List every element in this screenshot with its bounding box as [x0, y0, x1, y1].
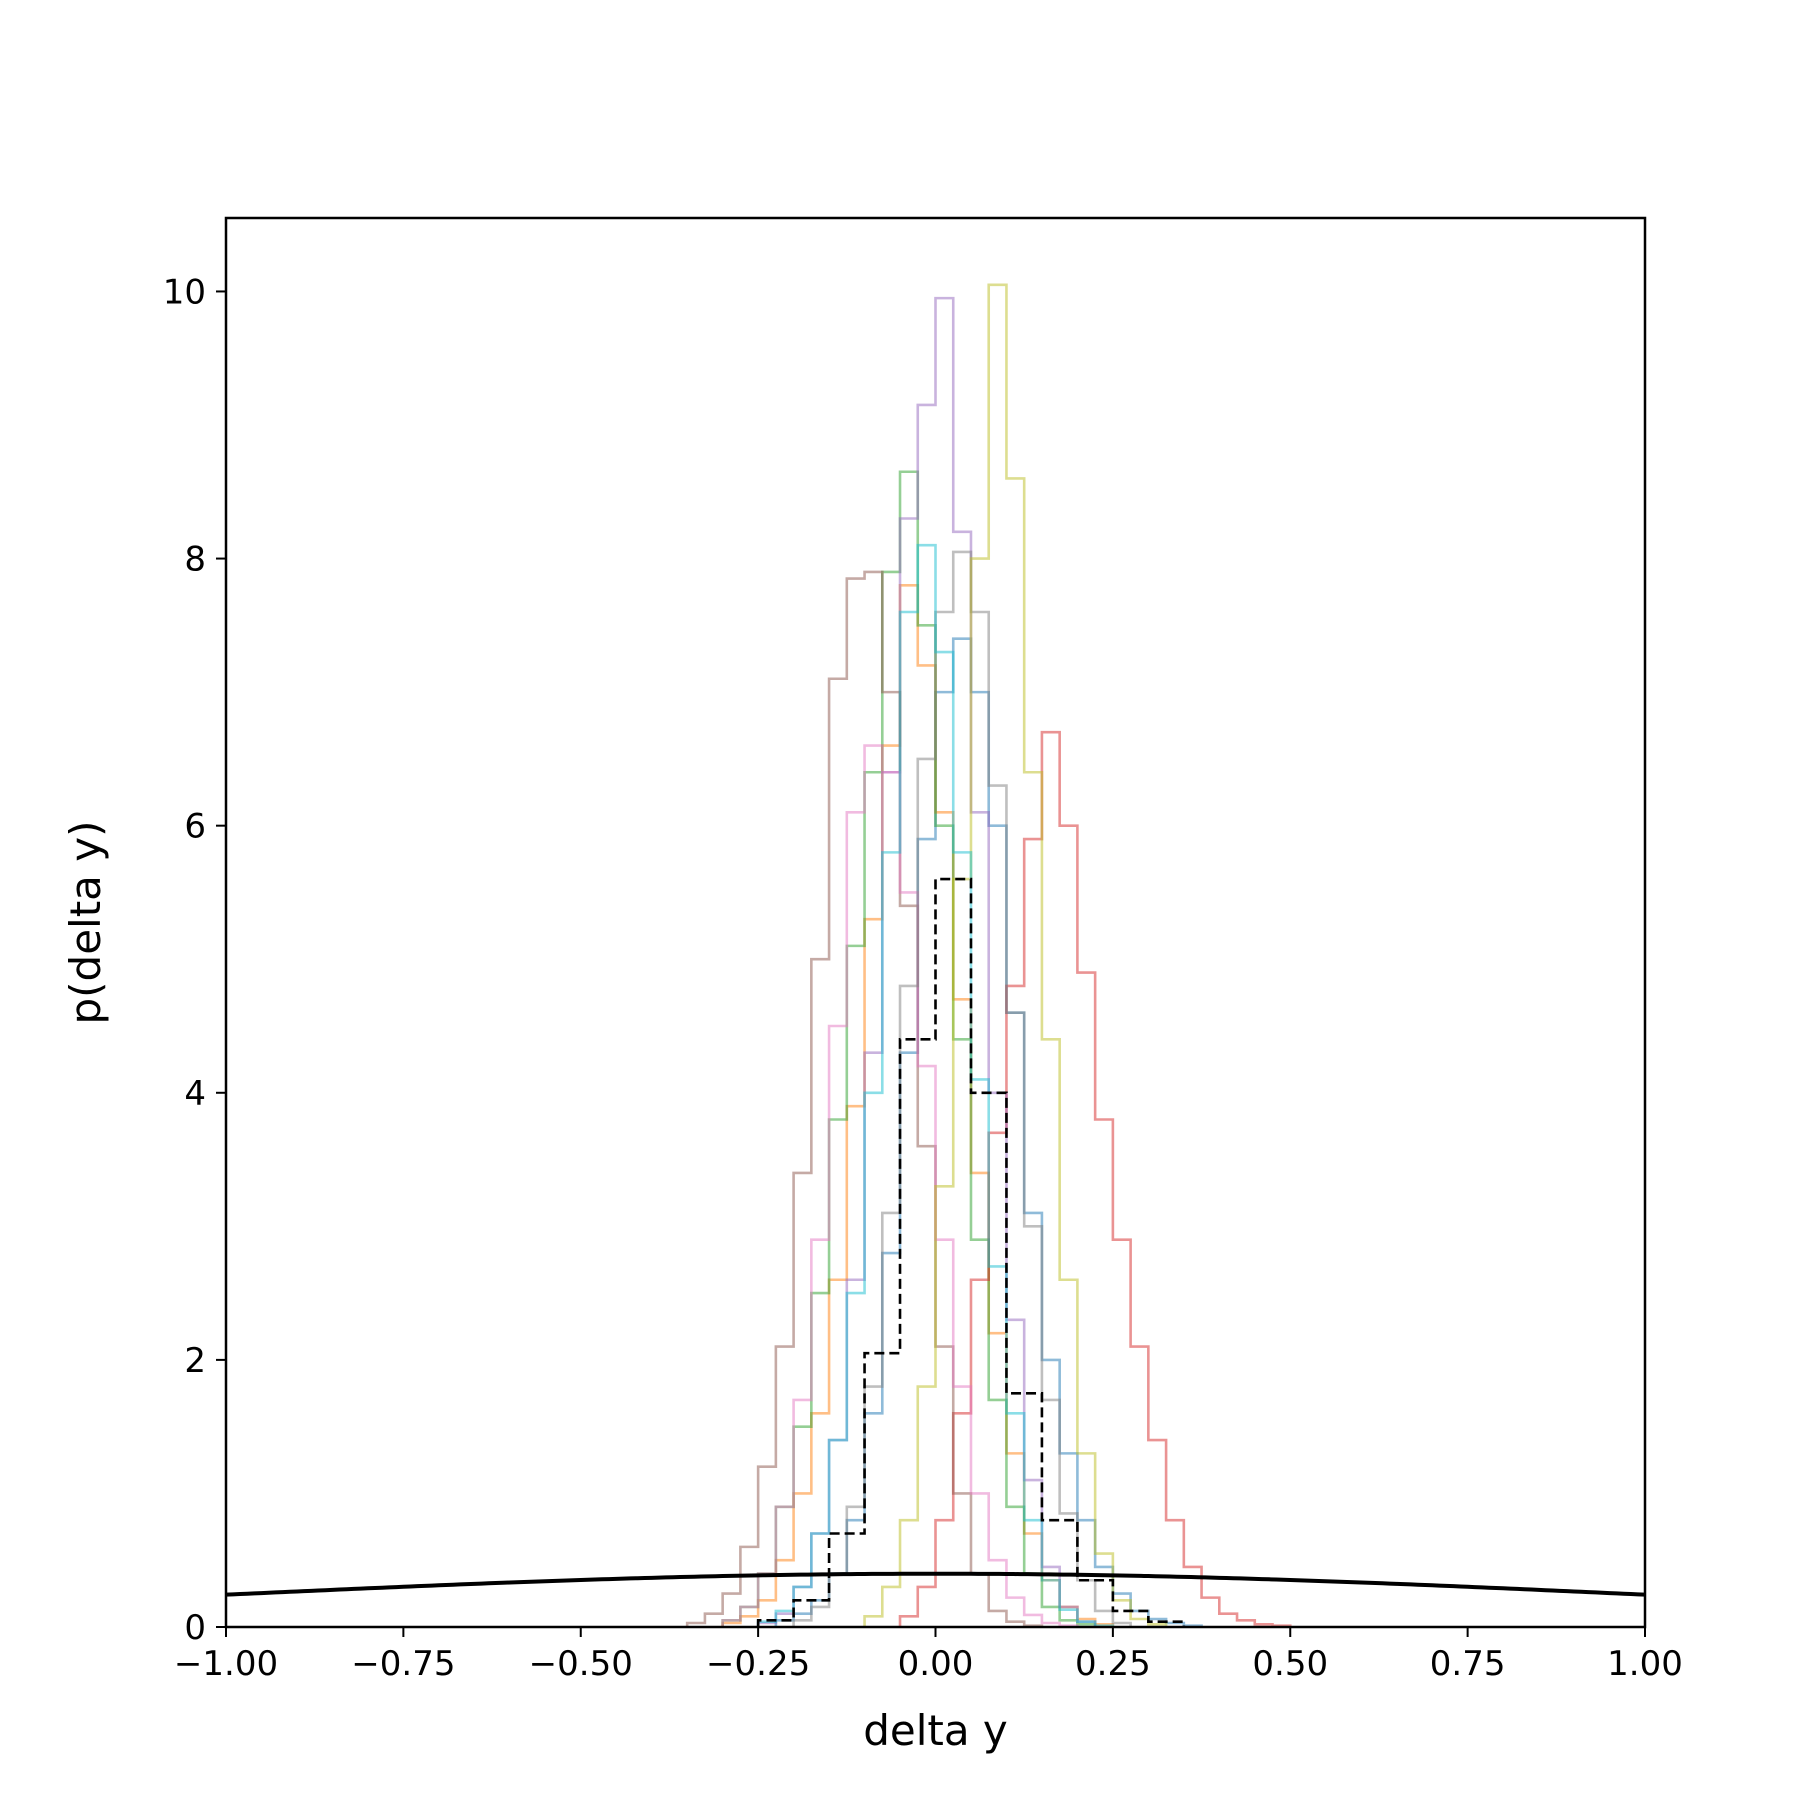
y-tick-label: 8 — [184, 540, 206, 580]
y-tick-label: 6 — [184, 807, 206, 847]
y-tick-label: 0 — [184, 1608, 206, 1648]
histogram-step-10 — [756, 543, 1115, 1627]
x-tick-label: −0.50 — [529, 1644, 633, 1684]
axes-layer: −1.00 −0.75 −0.50 −0.25 0.00 0.25 0.50 0.75 1.00… — [163, 216, 1683, 1684]
x-tick-label: 0.25 — [1075, 1644, 1151, 1684]
x-tick-label: 0.00 — [898, 1644, 974, 1684]
x-tick-label: −0.75 — [351, 1644, 455, 1684]
series-layer — [226, 283, 1645, 1627]
x-axis-label: delta y — [863, 1706, 1008, 1755]
normal-density-curve — [226, 1571, 1645, 1597]
y-axis-label: p(delta y) — [61, 820, 110, 1024]
histogram-step-4 — [898, 730, 1292, 1627]
y-tick-label: 2 — [184, 1341, 206, 1381]
x-tick-label: 0.75 — [1430, 1644, 1506, 1684]
x-tick-label: −0.25 — [706, 1644, 810, 1684]
histogram-step-9 — [863, 283, 1168, 1627]
histogram-dashed-step — [756, 877, 1186, 1627]
x-tick-label: −1.00 — [174, 1644, 278, 1684]
x-tick-label: 0.50 — [1252, 1644, 1328, 1684]
y-tick-label: 10 — [163, 272, 206, 312]
x-tick-label: 1.00 — [1607, 1644, 1683, 1684]
histogram-step-6 — [685, 570, 1044, 1627]
y-tick-label: 4 — [184, 1074, 206, 1114]
